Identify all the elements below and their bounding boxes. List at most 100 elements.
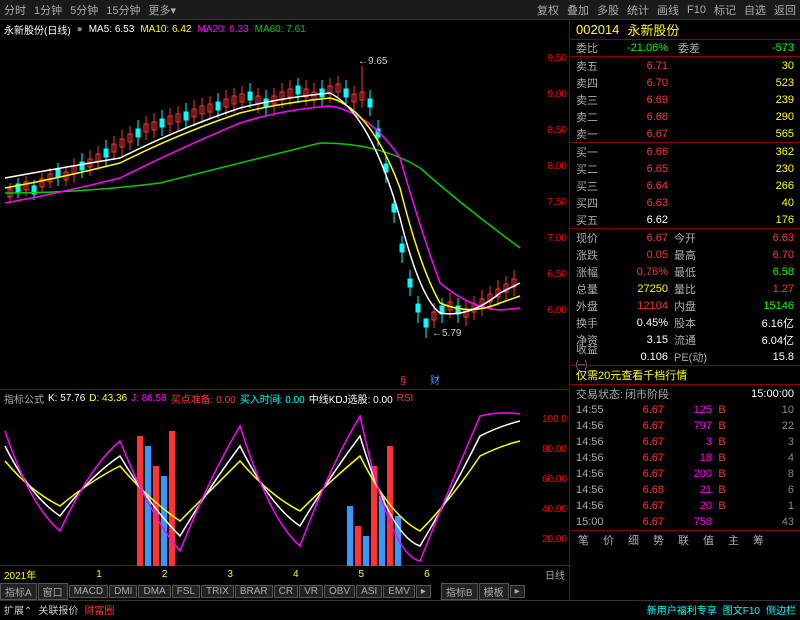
tf-tab[interactable]: 15分钟 xyxy=(106,2,140,18)
indicator-tab[interactable]: OBV xyxy=(324,585,355,598)
tf-tab[interactable]: 分时 xyxy=(4,2,26,18)
tool-btn[interactable]: F10 xyxy=(687,4,706,16)
k-value: K: 57.76 xyxy=(48,393,85,404)
ma-indicator-icon: ● xyxy=(77,24,83,35)
tf-tab[interactable]: 5分钟 xyxy=(70,2,98,18)
indicator-tab[interactable]: TRIX xyxy=(201,585,234,598)
indicator-tab[interactable]: 模板 xyxy=(479,583,509,600)
tick-row: 15:006.6775843 xyxy=(570,514,800,530)
indicator-tab[interactable]: MACD xyxy=(69,585,108,598)
tool-btn[interactable]: 返回 xyxy=(774,2,796,18)
indicator-tab[interactable]: BRAR xyxy=(235,585,273,598)
month-label: 3 xyxy=(227,569,233,580)
order-row[interactable]: 卖二6.68290 xyxy=(570,108,800,125)
info-row: 换手0.45%股本6.16亿 xyxy=(570,314,800,331)
info-row: 涨幅0.76%最低6.58 xyxy=(570,263,800,280)
stock-name[interactable]: 永新股份 xyxy=(627,20,679,39)
order-row[interactable]: 买一6.66362 xyxy=(570,143,800,160)
order-row[interactable]: 买五6.62176 xyxy=(570,211,800,228)
kdj-chart[interactable]: 100.080.0060.0040.0020.00 xyxy=(0,406,569,566)
right-tab[interactable]: 细 xyxy=(628,532,639,548)
right-tab[interactable]: 联 xyxy=(678,532,689,548)
tick-row: 14:566.67200B8 xyxy=(570,466,800,482)
info-row: 总量27250量比1.27 xyxy=(570,280,800,297)
status-value: 闭市阶段 xyxy=(623,386,669,402)
month-label: 4 xyxy=(293,569,299,580)
indicator-tab[interactable]: EMV xyxy=(383,585,415,598)
time-axis: 2021年 1 2 3 4 5 6 日线 xyxy=(0,566,569,582)
wealth-btn[interactable]: 财富圈 xyxy=(84,602,114,617)
month-label: 1 xyxy=(96,569,102,580)
right-tab[interactable]: 笔 xyxy=(578,532,589,548)
low-marker: ←5.79 xyxy=(432,328,461,339)
indicator-tab[interactable]: ▸ xyxy=(416,585,431,598)
stock-code[interactable]: 002014 xyxy=(576,22,619,37)
ma5-label: MA5: 6.53 xyxy=(89,24,135,35)
candlestick-chart[interactable]: 9.509.008.508.007.507.006.506.00 ←9.65 ←… xyxy=(0,38,569,390)
f10-link[interactable]: 图文F10 xyxy=(723,602,760,617)
mid-kdj: 中线KDJ选股: 0.00 xyxy=(309,391,393,406)
indicator-tab[interactable]: VR xyxy=(299,585,323,598)
tool-btn[interactable]: 多股 xyxy=(597,2,619,18)
tool-btn[interactable]: 画线 xyxy=(657,2,679,18)
ratio-label: 委比 xyxy=(576,40,608,56)
tool-btn[interactable]: 标记 xyxy=(714,2,736,18)
right-tab[interactable]: 值 xyxy=(703,532,714,548)
order-row[interactable]: 买四6.6340 xyxy=(570,194,800,211)
tick-row: 14:566.67797B22 xyxy=(570,418,800,434)
marker-icon: 财 xyxy=(430,372,440,387)
j-value: J: 86.58 xyxy=(131,393,167,404)
indicator-header: 指标公式 K: 57.76 D: 43.36 J: 86.58 买点准备: 0.… xyxy=(0,390,569,406)
indicator-tab[interactable]: ▸ xyxy=(510,585,525,598)
d-value: D: 43.36 xyxy=(89,393,127,404)
order-row[interactable]: 卖四6.70523 xyxy=(570,74,800,91)
right-tab[interactable]: 价 xyxy=(603,532,614,548)
related-btn[interactable]: 关联报价 xyxy=(38,602,78,617)
order-row[interactable]: 卖一6.67565 xyxy=(570,125,800,142)
promo-banner[interactable]: 仅需20元查看千档行情 xyxy=(570,366,800,384)
status-label: 交易状态: xyxy=(576,386,623,402)
expand-btn[interactable]: 扩展⌃ xyxy=(4,602,32,617)
tool-btn[interactable]: 自选 xyxy=(744,2,766,18)
indicator-tab[interactable]: DMI xyxy=(109,585,137,598)
top-toolbar: 分时 1分钟 5分钟 15分钟 更多▾ 复权 叠加 多股 统计 画线 F10 标… xyxy=(0,0,800,20)
right-tab[interactable]: 势 xyxy=(653,532,664,548)
promo-link[interactable]: 新用户福利专享 xyxy=(647,602,717,617)
order-row[interactable]: 买三6.64266 xyxy=(570,177,800,194)
rsi-label: RSI xyxy=(397,393,414,404)
tick-row: 14:556.67125B10 xyxy=(570,402,800,418)
tf-tab[interactable]: 1分钟 xyxy=(34,2,62,18)
indicator-tab[interactable]: CR xyxy=(274,585,298,598)
stock-header: 002014 永新股份 xyxy=(570,20,800,40)
status-time: 15:00:00 xyxy=(669,388,794,400)
ma60-label: MA60: 7.61 xyxy=(255,24,306,35)
bottom-footer: 扩展⌃ 关联报价 财富圈 新用户福利专享 图文F10 侧边栏 xyxy=(0,600,800,618)
tool-btn[interactable]: 统计 xyxy=(627,2,649,18)
indicator-tab[interactable]: 指标B xyxy=(441,583,478,600)
ma20-label: MA20: 6.33 xyxy=(197,24,248,35)
indicator-tabs-a: 指标A窗口MACDDMIDMAFSLTRIXBRARCRVROBVASIEMV▸… xyxy=(0,582,569,600)
tf-label: 日线 xyxy=(545,567,565,582)
tf-more[interactable]: 更多▾ xyxy=(149,2,177,18)
right-tab[interactable]: 筹 xyxy=(753,532,764,548)
diff-value: -573 xyxy=(700,42,794,54)
sidebar-link[interactable]: 侧边栏 xyxy=(766,602,796,617)
high-marker: ←9.65 xyxy=(358,56,387,67)
tool-btn[interactable]: 复权 xyxy=(537,2,559,18)
tool-btn[interactable]: 叠加 xyxy=(567,2,589,18)
indicator-tab[interactable]: 指标A xyxy=(0,583,37,600)
indicator-tab[interactable]: FSL xyxy=(172,585,200,598)
tick-row: 14:566.6720B1 xyxy=(570,498,800,514)
indicator-tab[interactable]: 窗口 xyxy=(38,583,68,600)
chart-title: 永新股份(日线) xyxy=(4,22,71,37)
trade-status: 交易状态: 闭市阶段 15:00:00 xyxy=(570,385,800,402)
ratio-value: -21.06% xyxy=(608,42,668,54)
right-tab[interactable]: 主 xyxy=(728,532,739,548)
order-row[interactable]: 卖五6.7130 xyxy=(570,57,800,74)
month-label: 2 xyxy=(162,569,168,580)
chart-header: 永新股份(日线) ● MA5: 6.53 MA10: 6.42 MA20: 6.… xyxy=(0,20,569,38)
order-row[interactable]: 买二6.65230 xyxy=(570,160,800,177)
indicator-tab[interactable]: ASI xyxy=(356,585,382,598)
order-row[interactable]: 卖三6.69239 xyxy=(570,91,800,108)
indicator-tab[interactable]: DMA xyxy=(138,585,170,598)
